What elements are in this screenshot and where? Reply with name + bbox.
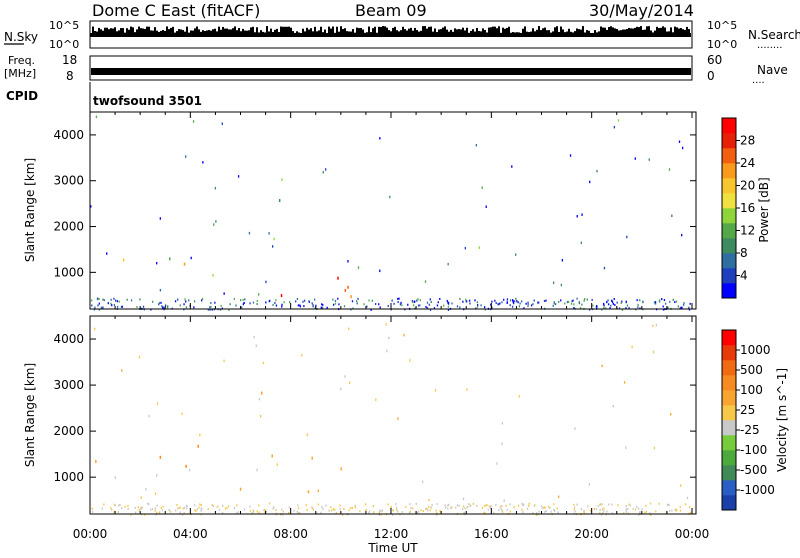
power-colorbar-label: Power [dB] bbox=[757, 177, 771, 242]
nsearch-legend: ........ bbox=[757, 40, 782, 51]
time-tick-label: 20:00 bbox=[574, 527, 609, 541]
time-tick-label: 00:00 bbox=[73, 527, 108, 541]
freq-tick-bottom: 8 bbox=[66, 69, 74, 83]
colorbar-tick-label: -500 bbox=[740, 463, 767, 477]
freq-band bbox=[91, 68, 691, 75]
range-tick-label: 4000 bbox=[53, 128, 84, 142]
colorbar-tick-label: 8 bbox=[740, 246, 748, 260]
time-tick-label: 12:00 bbox=[374, 527, 409, 541]
colorbar-tick-label: 25 bbox=[740, 403, 755, 417]
colorbar-tick-label: 500 bbox=[740, 363, 763, 377]
time-tick-label: 04:00 bbox=[173, 527, 208, 541]
nsky-label: N.Sky bbox=[4, 30, 38, 44]
colorbar-tick-label: -100 bbox=[740, 443, 767, 457]
range-tick-label: 2000 bbox=[53, 220, 84, 234]
nave-tick-bottom: 0 bbox=[707, 69, 715, 83]
nsky-right-tick-bottom: 10^0 bbox=[707, 38, 737, 51]
range-tick-label: 2000 bbox=[53, 424, 84, 438]
colorbar-tick-label: -25 bbox=[740, 423, 760, 437]
nsky-right-tick-top: 10^5 bbox=[707, 19, 737, 32]
nsky-tick-top: 10^5 bbox=[49, 19, 79, 32]
range-tick-label: 3000 bbox=[53, 378, 84, 392]
cpid-text: twofsound 3501 bbox=[93, 94, 202, 108]
cpid-label: CPID bbox=[6, 89, 38, 103]
velocity-ylabel: Slant Range [km] bbox=[23, 363, 37, 467]
colorbar-tick-label: 100 bbox=[740, 383, 763, 397]
freq-unit: [MHz] bbox=[4, 67, 36, 80]
colorbar-tick-label: 1000 bbox=[740, 343, 771, 357]
colorbar-tick-label: 28 bbox=[740, 134, 755, 148]
colorbar-tick-label: -1000 bbox=[740, 483, 775, 497]
range-tick-label: 1000 bbox=[53, 470, 84, 484]
colorbar-tick-label: 16 bbox=[740, 201, 755, 215]
power-ylabel: Slant Range [km] bbox=[23, 158, 37, 262]
nave-tick-top: 60 bbox=[707, 53, 722, 67]
time-tick-label: 00:00 bbox=[675, 527, 710, 541]
colorbar-tick-label: 20 bbox=[740, 179, 755, 193]
colorbar-tick-label: 4 bbox=[740, 269, 748, 283]
time-axis-label: Time UT bbox=[367, 541, 418, 554]
colorbar-tick-label: 24 bbox=[740, 156, 755, 170]
time-tick-label: 08:00 bbox=[273, 527, 308, 541]
station-title: Dome C East (fitACF) bbox=[92, 1, 260, 20]
nsky-tick-bottom: 10^0 bbox=[49, 38, 79, 51]
range-tick-label: 3000 bbox=[53, 174, 84, 188]
velocity-colorbar-label: Velocity [m s^-1] bbox=[775, 368, 789, 472]
range-tick-label: 1000 bbox=[53, 265, 84, 279]
time-tick-label: 16:00 bbox=[474, 527, 509, 541]
nave-legend: .... bbox=[752, 75, 765, 86]
freq-tick-top: 18 bbox=[62, 53, 77, 67]
range-tick-label: 4000 bbox=[53, 332, 84, 346]
colorbar-tick-label: 12 bbox=[740, 224, 755, 238]
date-title: 30/May/2014 bbox=[589, 1, 694, 20]
beam-title: Beam 09 bbox=[355, 1, 427, 20]
freq-label: Freq. bbox=[8, 54, 35, 67]
